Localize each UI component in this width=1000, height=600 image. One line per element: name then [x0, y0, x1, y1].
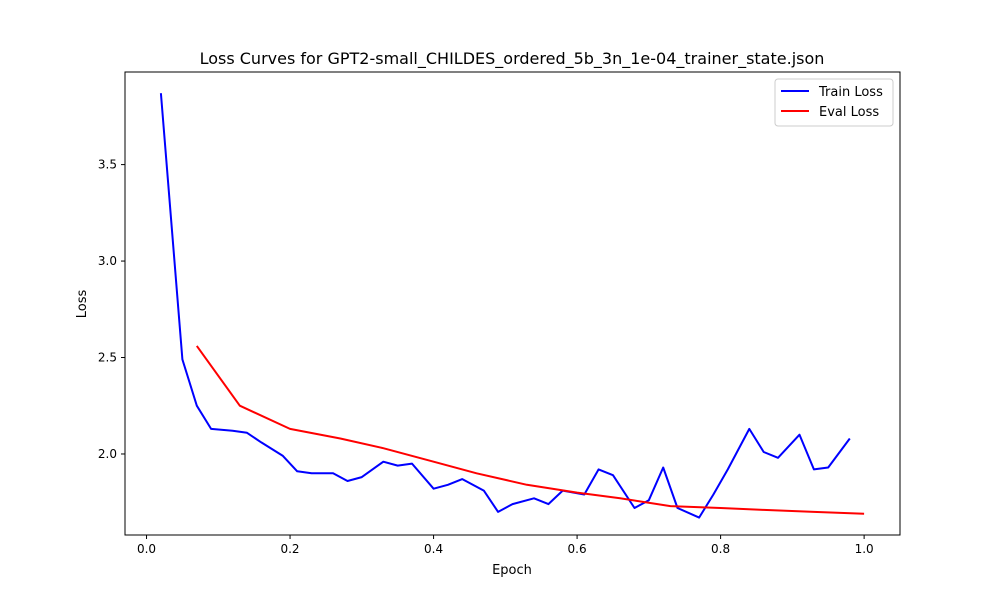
legend: Train Loss Eval Loss	[774, 78, 894, 127]
y-tick-label: 3.0	[98, 254, 117, 268]
eval-loss-line	[195, 345, 865, 515]
plot-frame	[124, 71, 901, 536]
x-tick-label: 0.2	[280, 542, 299, 556]
x-tick-label: 0.4	[424, 542, 443, 556]
chart-title: Loss Curves for GPT2-small_CHILDES_order…	[200, 49, 825, 69]
y-tick-label: 2.5	[98, 351, 117, 365]
x-tick-label: 1.0	[855, 542, 874, 556]
x-axis-label: Epoch	[492, 563, 532, 578]
plot-area: 0.0 0.2 0.4 0.6 0.8 1.0 2.0 2.5 3.0 3.5	[98, 71, 901, 556]
legend-label-train-loss: Train Loss	[818, 85, 883, 100]
x-tick-label: 0.0	[137, 542, 156, 556]
legend-label-eval-loss: Eval Loss	[819, 105, 879, 120]
y-axis-label: Loss	[75, 290, 90, 319]
y-tick-label: 2.0	[98, 447, 117, 461]
y-tick-label: 3.5	[98, 158, 117, 172]
x-tick-label: 0.6	[568, 542, 587, 556]
series-lines	[159, 93, 865, 519]
train-loss-line	[159, 93, 851, 519]
x-tick-label: 0.8	[711, 542, 730, 556]
x-axis: 0.0 0.2 0.4 0.6 0.8 1.0	[137, 535, 874, 556]
y-axis: 2.0 2.5 3.0 3.5	[98, 158, 125, 461]
